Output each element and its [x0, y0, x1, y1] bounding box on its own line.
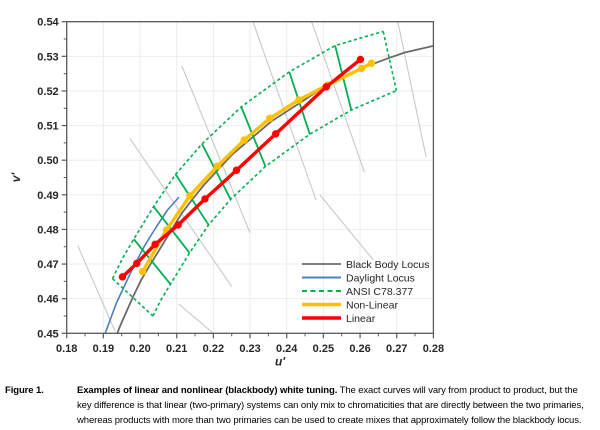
y-tick-label: 0.52 [37, 86, 58, 98]
y-tick-label: 0.50 [37, 155, 58, 167]
x-tick-label: 0.22 [203, 343, 224, 355]
legend-item: Non-Linear [302, 299, 398, 311]
y-tick-label: 0.53 [37, 51, 58, 63]
x-tick-label: 0.23 [239, 343, 260, 355]
marker-linear [133, 259, 141, 268]
x-tick-label: 0.26 [349, 343, 370, 355]
ansi-bin-divider [240, 106, 267, 167]
iso-cct-line [181, 65, 251, 234]
iso-cct-line [397, 21, 427, 157]
legend-label: ANSI C78.377 [346, 286, 413, 298]
marker-non-linear [138, 267, 147, 276]
y-tick-label: 0.45 [37, 328, 58, 340]
caption-body-text: The exact curves will vary from product … [77, 385, 584, 426]
marker-linear [356, 55, 365, 64]
legend-label: Black Body Locus [346, 259, 429, 271]
marker-linear [272, 130, 280, 138]
series-daylight-locus [104, 196, 180, 334]
y-tick-label: 0.51 [37, 121, 58, 133]
iso-cct-line [252, 21, 317, 201]
ansi-bin-divider [133, 238, 172, 285]
iso-cct-line [178, 303, 214, 334]
chromaticity-chart: 0.18 0.19 0.20 0.21 0.22 0.23 0.24 0.25 0.26 0.27… [9, 17, 444, 369]
marker-linear [151, 240, 159, 249]
ansi-band-upper-boundary [111, 30, 384, 279]
marker-non-linear [240, 136, 248, 144]
y-tick-label: 0.47 [37, 259, 58, 271]
iso-cct-line [319, 194, 374, 261]
y-tick-label: 0.46 [37, 294, 58, 306]
ansi-band-lower-boundary [152, 89, 397, 317]
figure-caption-text: Examples of linear and nonlinear (blackb… [77, 383, 594, 428]
marker-linear [174, 221, 182, 229]
ansi-band-right-cap [382, 31, 398, 91]
legend-item: Black Body Locus [302, 259, 429, 271]
marker-non-linear [266, 114, 274, 122]
legend-item: Linear [302, 313, 376, 325]
marker-linear [201, 195, 209, 203]
marker-non-linear [357, 64, 366, 73]
y-tick-label: 0.48 [37, 224, 58, 236]
y-axis-title: v' [9, 172, 23, 183]
legend-item: Daylight Locus [302, 272, 415, 284]
marker-non-linear [213, 162, 222, 170]
series-non-linear [140, 61, 374, 274]
marker-non-linear [186, 192, 194, 200]
caption-bold-sentence: Examples of linear and nonlinear (blackb… [77, 385, 338, 396]
x-axis-title: u' [275, 354, 286, 368]
figure-caption: Figure 1. Examples of linear and nonline… [0, 381, 600, 428]
iso-cct-line [311, 21, 365, 173]
x-tick-label: 0.18 [56, 343, 77, 355]
marker-linear [118, 273, 127, 281]
iso-cct-line [129, 138, 233, 287]
x-tick-label: 0.20 [129, 343, 150, 355]
iso-cct-line [77, 245, 116, 332]
x-tick-label: 0.21 [166, 343, 187, 355]
legend-label: Non-Linear [346, 299, 398, 311]
ansi-bin-divider [174, 173, 210, 226]
x-tick-label: 0.28 [423, 343, 444, 355]
figure-number: Figure 1. [5, 385, 44, 396]
marker-linear [232, 166, 241, 174]
y-tick-label: 0.54 [37, 17, 59, 29]
ansi-bin-divider [201, 143, 232, 200]
legend-label: Linear [346, 313, 376, 325]
marker-non-linear [367, 59, 376, 67]
x-tick-label: 0.27 [386, 343, 407, 355]
marker-non-linear [295, 96, 303, 104]
legend-item: ANSI C78.377 [302, 286, 413, 298]
legend-label: Daylight Locus [346, 272, 415, 284]
x-tick-label: 0.19 [93, 343, 114, 355]
y-tick-label: 0.49 [37, 190, 58, 202]
x-tick-label: 0.25 [313, 343, 334, 355]
x-tick-label: 0.24 [276, 343, 298, 355]
marker-linear [322, 83, 331, 91]
